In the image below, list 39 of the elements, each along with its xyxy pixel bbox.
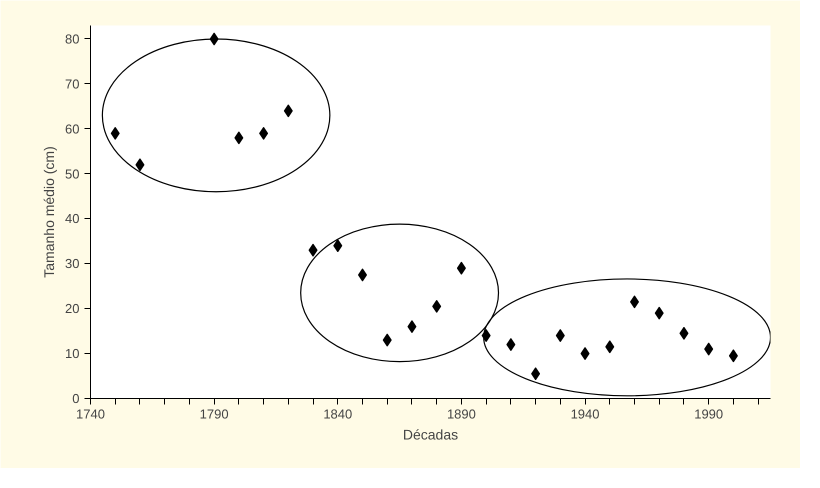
point bbox=[580, 347, 590, 360]
point bbox=[135, 158, 144, 172]
y-tick-label: 0 bbox=[72, 391, 80, 406]
x-tick-label: 1940 bbox=[570, 406, 600, 422]
point bbox=[259, 126, 268, 140]
point bbox=[308, 244, 318, 257]
x-axis-title: Décadas bbox=[402, 426, 458, 442]
point bbox=[654, 306, 664, 320]
y-tick-label: 30 bbox=[65, 256, 80, 272]
point bbox=[432, 300, 442, 313]
y-tick-label: 70 bbox=[65, 76, 80, 92]
point bbox=[110, 126, 120, 140]
y-axis-title: Tamanho médio (cm) bbox=[41, 146, 58, 278]
point bbox=[284, 104, 293, 118]
point bbox=[531, 367, 540, 380]
y-tick-label: 60 bbox=[65, 121, 80, 136]
point bbox=[382, 334, 392, 347]
point bbox=[333, 239, 342, 252]
point bbox=[506, 338, 516, 352]
point bbox=[679, 326, 688, 340]
x-tick-label: 1740 bbox=[76, 406, 105, 422]
x-tick-label: 1890 bbox=[446, 406, 476, 422]
y-tick-label: 20 bbox=[65, 301, 80, 316]
point bbox=[407, 320, 416, 334]
y-tick-label: 80 bbox=[65, 31, 80, 46]
point bbox=[605, 340, 614, 354]
x-tick-label: 1790 bbox=[200, 406, 229, 422]
y-tick-label: 40 bbox=[65, 211, 80, 226]
y-tick-label: 10 bbox=[65, 346, 80, 362]
y-tick-label: 50 bbox=[65, 166, 80, 182]
point bbox=[234, 131, 244, 144]
point bbox=[556, 329, 565, 342]
x-tick-label: 1990 bbox=[694, 406, 724, 422]
point bbox=[482, 329, 491, 342]
x-tick-label: 1840 bbox=[323, 406, 352, 422]
point bbox=[704, 342, 714, 356]
point bbox=[456, 262, 466, 275]
point bbox=[728, 349, 738, 362]
point bbox=[210, 32, 219, 46]
